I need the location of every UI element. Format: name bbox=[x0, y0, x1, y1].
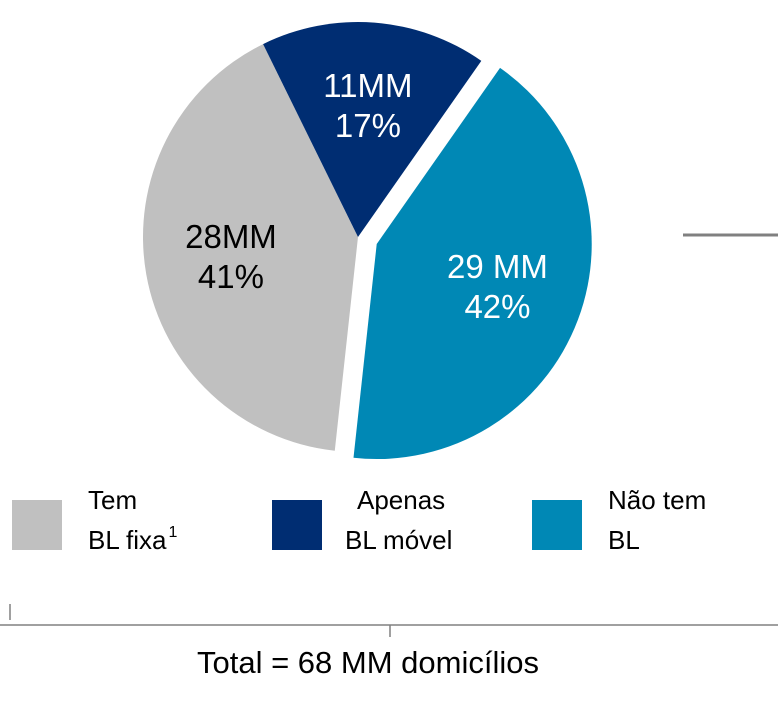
footnote-mark: 1 bbox=[169, 524, 178, 541]
slice-amount-label: 11MM bbox=[323, 67, 412, 104]
slice-amount-label: 29 MM bbox=[447, 248, 548, 285]
legend-swatch bbox=[12, 500, 62, 550]
slice-value-label: 17% bbox=[335, 107, 401, 144]
slice-amount-label: 28MM bbox=[185, 218, 277, 255]
legend-label: BL bbox=[608, 525, 640, 555]
legend-label: Tem bbox=[88, 485, 137, 515]
pie-slice bbox=[263, 22, 482, 238]
legend-label: BL móvel bbox=[345, 525, 452, 555]
slice-value-label: 41% bbox=[198, 258, 264, 295]
legend-swatch bbox=[272, 500, 322, 550]
legend-swatch bbox=[532, 500, 582, 550]
legend-label: BL fixa bbox=[88, 525, 167, 555]
legend-label: Não tem bbox=[608, 485, 706, 515]
pie-slice bbox=[353, 67, 592, 460]
legend-label: Apenas bbox=[357, 485, 445, 515]
total-label: Total = 68 MM domicílios bbox=[197, 645, 539, 680]
slice-value-label: 42% bbox=[464, 288, 530, 325]
pie-slice bbox=[142, 44, 358, 451]
